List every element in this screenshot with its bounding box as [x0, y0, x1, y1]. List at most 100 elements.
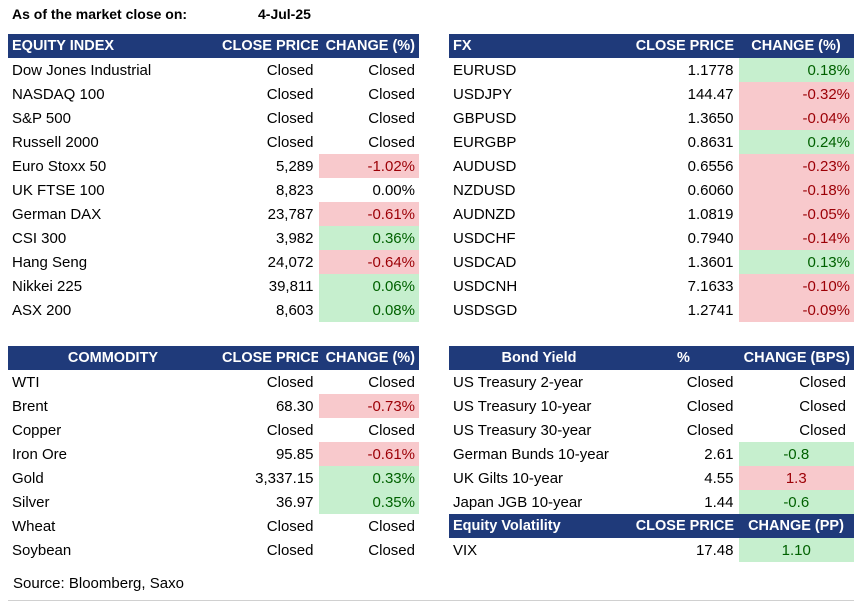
equity-row: Hang Seng 24,072 -0.64%: [8, 250, 419, 274]
equity-row-name: S&P 500: [12, 109, 71, 127]
fx-row-change: -0.18%: [737, 178, 854, 202]
fx-table: FX CLOSE PRICE CHANGE (%) EURUSD 1.1778 0.…: [449, 34, 854, 322]
commodity-row-change: Closed: [317, 370, 419, 394]
bond-row-change: 1.3: [737, 466, 854, 490]
equity-row: ASX 200 8,603 0.08%: [8, 298, 419, 322]
commodity-row-name: Iron Ore: [12, 445, 68, 463]
as-of-date: 4-Jul-25: [258, 6, 311, 22]
volatility-header-name: Equity Volatility: [449, 514, 629, 538]
fx-header-change: CHANGE (%): [738, 34, 854, 58]
fx-row-name: USDSGD: [453, 301, 518, 319]
fx-row-name: EURGBP: [453, 133, 517, 151]
equity-row-name: ASX 200: [12, 301, 72, 319]
fx-row: NZDUSD 0.6060 -0.18%: [449, 178, 854, 202]
volatility-row-close: 17.48: [695, 541, 734, 559]
fx-row: AUDUSD 0.6556 -0.23%: [449, 154, 854, 178]
commodity-row: Silver 36.97 0.35%: [8, 490, 419, 514]
equity-row-close: 39,811: [268, 277, 314, 295]
equity-row: Dow Jones Industrial Closed Closed: [8, 58, 419, 82]
fx-row-change: 0.13%: [737, 250, 854, 274]
bond-row-change: -0.6: [737, 490, 854, 514]
fx-header-row: FX CLOSE PRICE CHANGE (%): [449, 34, 854, 58]
fx-row-change: -0.04%: [737, 106, 854, 130]
bond-header-row: Bond Yield % CHANGE (BPS): [449, 346, 854, 370]
commodity-row-change: Closed: [317, 418, 419, 442]
fx-rows: EURUSD 1.1778 0.18% USDJPY 144.47 -0.32% GBPUS…: [449, 58, 854, 322]
volatility-header-close: CLOSE PRICE: [629, 514, 738, 538]
fx-row-name: AUDNZD: [453, 205, 516, 223]
as-of-label: As of the market close on:: [12, 6, 188, 22]
equity-row: German DAX 23,787 -0.61%: [8, 202, 419, 226]
equity-row-change: Closed: [317, 130, 419, 154]
bond-row-close: Closed: [686, 421, 734, 439]
bond-row-close: 4.55: [704, 469, 734, 487]
equity-row-close: Closed: [266, 85, 314, 103]
equity-row-name: German DAX: [12, 205, 102, 223]
equity-row-name: Hang Seng: [12, 253, 88, 271]
equity-row-close: Closed: [266, 61, 314, 79]
commodity-row-name: WTI: [12, 373, 40, 391]
volatility-header-change: CHANGE (PP): [738, 514, 854, 538]
equity-row-name: Nikkei 225: [12, 277, 83, 295]
equity-row: S&P 500 Closed Closed: [8, 106, 419, 130]
fx-row-name: EURUSD: [453, 61, 517, 79]
commodity-row-change: Closed: [317, 538, 419, 562]
equity-row-change: 0.36%: [317, 226, 419, 250]
fx-row-change: -0.10%: [737, 274, 854, 298]
bond-row-name: US Treasury 30-year: [453, 421, 592, 439]
equity-row-name: Russell 2000: [12, 133, 99, 151]
equity-row: UK FTSE 100 8,823 0.00%: [8, 178, 419, 202]
fx-row: USDCHF 0.7940 -0.14%: [449, 226, 854, 250]
bond-row-change: -0.8: [737, 442, 854, 466]
commodity-row: Copper Closed Closed: [8, 418, 419, 442]
volatility-row: VIX 17.48 1.10: [449, 538, 854, 562]
equity-row-change: Closed: [317, 82, 419, 106]
equity-row-change: Closed: [317, 58, 419, 82]
bond-row-name: UK Gilts 10-year: [453, 469, 564, 487]
fx-row-change: -0.09%: [737, 298, 854, 322]
equity-row-name: UK FTSE 100: [12, 181, 105, 199]
bond-row-name: US Treasury 10-year: [453, 397, 592, 415]
commodity-row-name: Gold: [12, 469, 44, 487]
equity-row-name: NASDAQ 100: [12, 85, 105, 103]
bond-row: US Treasury 2-year Closed Closed: [449, 370, 854, 394]
commodity-row-name: Brent: [12, 397, 48, 415]
bond-yield-table: Bond Yield % CHANGE (BPS) US Treasury 2-…: [449, 346, 854, 562]
bond-row-change: Closed: [737, 418, 854, 442]
bond-row-name: US Treasury 2-year: [453, 373, 584, 391]
commodity-row: Wheat Closed Closed: [8, 514, 419, 538]
commodity-row-close: Closed: [266, 373, 314, 391]
fx-row-change: -0.32%: [737, 82, 854, 106]
commodity-row-change: -0.61%: [317, 442, 419, 466]
equity-row-close: 5,289: [275, 157, 314, 175]
commodity-row: Gold 3,337.15 0.33%: [8, 466, 419, 490]
fx-row: USDCNH 7.1633 -0.10%: [449, 274, 854, 298]
equity-header-name: EQUITY INDEX: [8, 34, 218, 58]
fx-row-close: 0.6060: [687, 181, 734, 199]
bond-row: German Bunds 10-year 2.61 -0.8: [449, 442, 854, 466]
volatility-header-row: Equity Volatility CLOSE PRICE CHANGE (PP…: [449, 514, 854, 538]
bottom-divider: [8, 600, 854, 601]
volatility-header-group: Equity Volatility CLOSE PRICE CHANGE (PP…: [449, 514, 854, 538]
equity-header-change: CHANGE (%): [318, 34, 419, 58]
fx-row-change: -0.23%: [737, 154, 854, 178]
bond-row-close: Closed: [686, 397, 734, 415]
fx-row-name: GBPUSD: [453, 109, 517, 127]
volatility-row-change: 1.10: [737, 538, 854, 562]
fx-row: GBPUSD 1.3650 -0.04%: [449, 106, 854, 130]
fx-row: EURUSD 1.1778 0.18%: [449, 58, 854, 82]
equity-row-close: 8,603: [275, 301, 314, 319]
commodity-row-close: 3,337.15: [255, 469, 314, 487]
commodity-header-name: COMMODITY: [8, 346, 218, 370]
bond-row: Japan JGB 10-year 1.44 -0.6: [449, 490, 854, 514]
equity-row-close: 23,787: [267, 205, 314, 223]
bond-row-close: Closed: [686, 373, 734, 391]
fx-row-name: USDJPY: [453, 85, 513, 103]
equity-row-change: Closed: [317, 106, 419, 130]
fx-row-change: -0.05%: [737, 202, 854, 226]
bond-row: US Treasury 10-year Closed Closed: [449, 394, 854, 418]
fx-row-close: 7.1633: [687, 277, 734, 295]
commodity-row-change: 0.35%: [317, 490, 419, 514]
equity-row-name: Euro Stoxx 50: [12, 157, 107, 175]
bond-row-close: 1.44: [704, 493, 734, 511]
